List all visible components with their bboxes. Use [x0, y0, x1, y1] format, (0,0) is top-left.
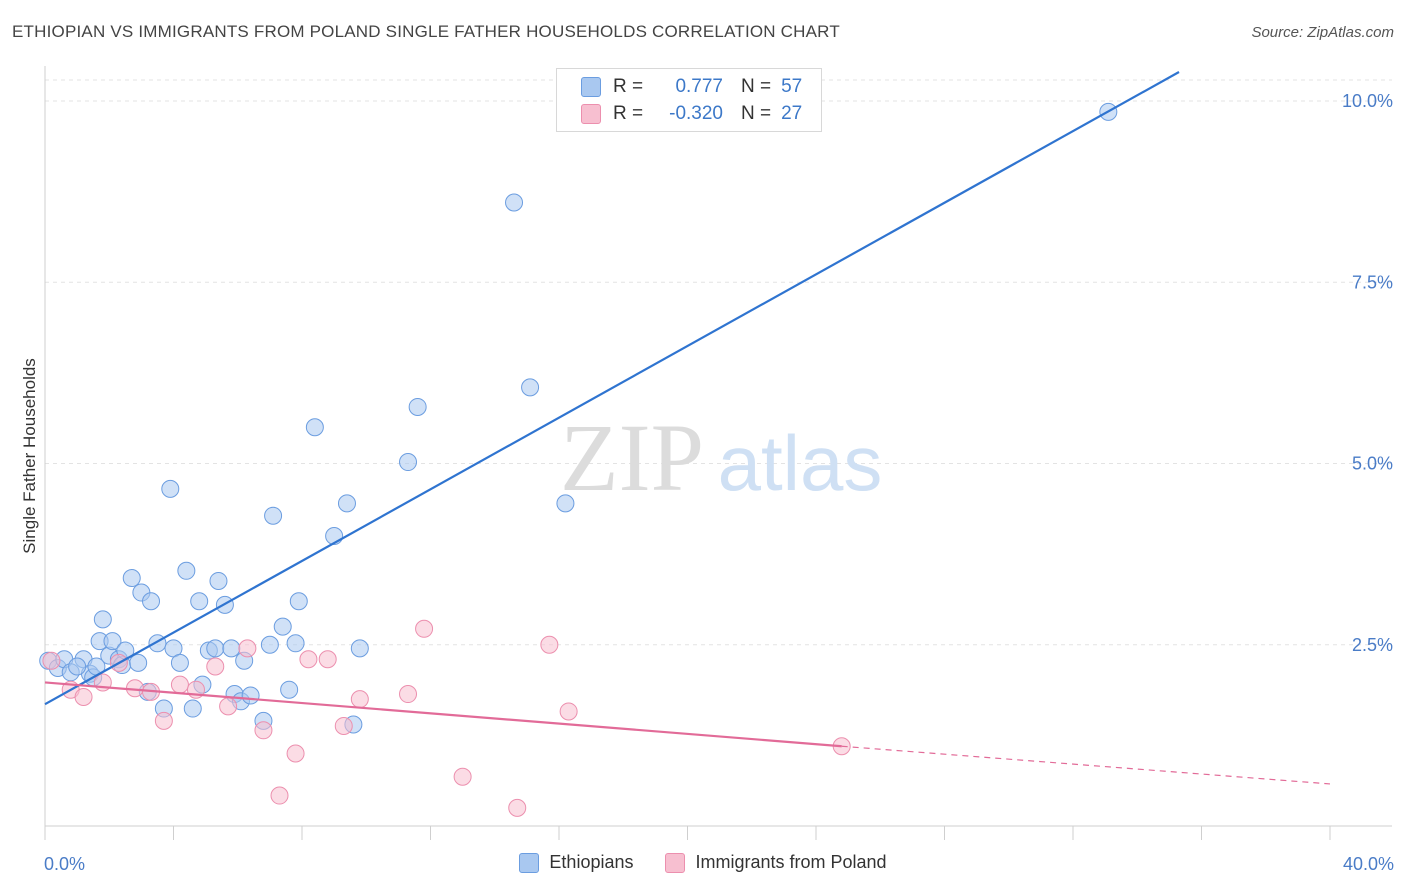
grid-layer	[45, 79, 1392, 646]
y-tick-label: 5.0%	[1352, 454, 1393, 474]
legend-r-value: -0.320	[669, 103, 723, 124]
source-credit: Source: ZipAtlas.com	[1251, 24, 1394, 41]
poland-point	[254, 721, 273, 740]
legend-row-ethiopians: R = 0.777 N = 57	[581, 74, 802, 100]
ethiopians-point	[103, 632, 122, 651]
x-tick-label-min: 0.0%	[44, 854, 85, 874]
series-swatch-poland	[665, 852, 686, 873]
ethiopians-point	[264, 506, 283, 525]
ethiopians-point	[209, 571, 228, 590]
ethiopians-point	[289, 592, 308, 611]
poland-trend-line	[44, 681, 842, 748]
poland-point	[74, 687, 93, 706]
series-legend: Ethiopians Immigrants from Poland	[0, 852, 1406, 873]
ethiopians-point	[183, 699, 202, 718]
series-legend-item-poland[interactable]: Immigrants from Poland	[665, 852, 887, 873]
poland-point	[334, 716, 353, 735]
points-layer	[39, 102, 1118, 817]
ethiopians-point	[273, 617, 292, 636]
series-legend-item-ethiopians[interactable]: Ethiopians	[519, 852, 633, 873]
ethiopians-point	[260, 635, 279, 654]
ethiopians-point	[161, 479, 180, 498]
series-label-poland: Immigrants from Poland	[695, 852, 887, 872]
legend-swatch-ethiopians	[581, 77, 601, 97]
watermark-atlas: atlas	[718, 419, 883, 507]
legend-n-label: N =	[741, 76, 772, 97]
ethiopians-point	[206, 639, 225, 658]
y-tick-label: 10.0%	[1342, 91, 1393, 111]
ethiopians-point	[190, 592, 209, 611]
trend-layer	[44, 71, 1331, 785]
poland-point	[540, 635, 559, 654]
poland-point	[219, 697, 238, 716]
ethiopians-point	[286, 634, 305, 653]
ethiopians-point	[350, 639, 369, 658]
ethiopians-point	[68, 657, 87, 676]
legend-n-value: 57	[781, 76, 803, 97]
legend-r-label: R =	[613, 103, 644, 124]
chart-title: ETHIOPIAN VS IMMIGRANTS FROM POLAND SING…	[12, 22, 840, 41]
ethiopians-point	[337, 494, 356, 513]
y-tick-label: 7.5%	[1352, 272, 1393, 292]
legend-r-value: 0.777	[675, 76, 723, 97]
poland-point	[299, 650, 318, 669]
ethiopians-point	[280, 680, 299, 699]
ethiopians-point	[93, 610, 112, 629]
ethiopians-point	[241, 686, 260, 705]
ethiopians-trend-line	[44, 71, 1180, 706]
correlation-legend: R = 0.777 N = 57 R = -0.320 N = 27	[556, 68, 822, 132]
poland-point	[286, 744, 305, 763]
poland-point	[42, 651, 61, 670]
ethiopians-point	[521, 378, 540, 397]
poland-point	[350, 690, 369, 709]
legend-n-value: 27	[781, 103, 803, 124]
ethiopians-point	[222, 639, 241, 658]
ethiopians-point	[129, 653, 148, 672]
poland-point	[508, 798, 527, 817]
poland-point	[206, 657, 225, 676]
ethiopians-point	[556, 494, 575, 513]
legend-row-poland: R = -0.320 N = 27	[581, 101, 802, 127]
poland-point	[453, 767, 472, 786]
poland-point	[154, 711, 173, 730]
x-tick-label-max: 40.0%	[1343, 854, 1394, 874]
ethiopians-point	[122, 569, 141, 588]
axis-layer: 2.5% 5.0% 7.5% 10.0%	[44, 66, 1393, 840]
ethiopians-point	[142, 592, 161, 611]
poland-trend-extension	[841, 745, 1331, 785]
poland-point	[318, 650, 337, 669]
ethiopians-point	[505, 193, 524, 212]
series-label-ethiopians: Ethiopians	[549, 852, 634, 872]
poland-point	[238, 639, 257, 658]
poland-point	[559, 702, 578, 721]
poland-point	[399, 685, 418, 704]
poland-point	[170, 675, 189, 694]
watermark-zip: ZIP	[560, 404, 704, 511]
y-tick-label: 2.5%	[1352, 635, 1393, 655]
ethiopians-point	[399, 453, 418, 472]
ethiopians-point	[177, 561, 196, 580]
legend-swatch-poland	[581, 104, 601, 124]
ethiopians-point	[408, 397, 427, 416]
legend-r-label: R =	[613, 76, 644, 97]
poland-point	[415, 619, 434, 638]
poland-point	[270, 786, 289, 805]
ethiopians-point	[305, 418, 324, 437]
legend-n-label: N =	[741, 103, 772, 124]
ethiopians-point	[170, 653, 189, 672]
y-axis-label: Single Father Households	[20, 358, 39, 554]
series-swatch-ethiopians	[519, 852, 540, 873]
